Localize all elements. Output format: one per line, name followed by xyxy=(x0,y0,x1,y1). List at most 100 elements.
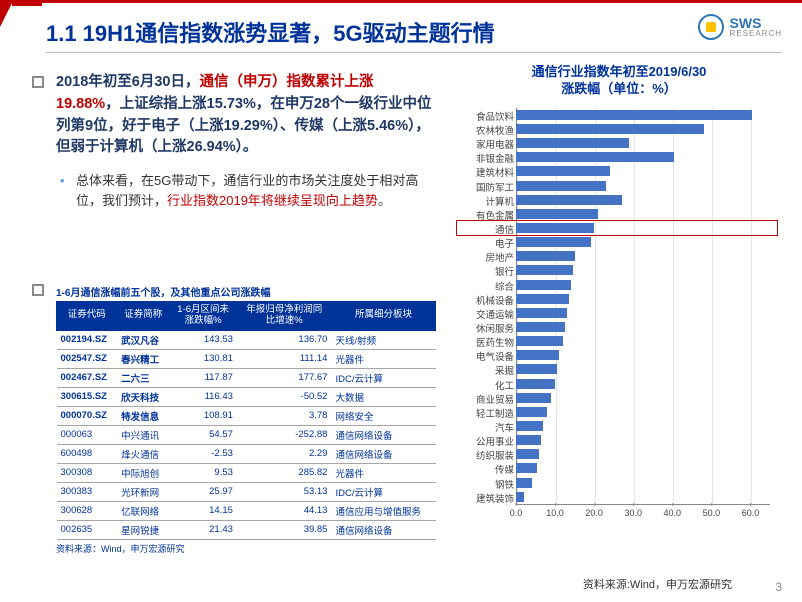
table-header: 所属细分板块 xyxy=(331,302,435,331)
bar xyxy=(516,478,532,488)
bar xyxy=(516,209,598,219)
table-header: 证券简称 xyxy=(117,302,169,331)
table-title: 1-6月通信涨幅前五个股，及其他重点公司涨跌幅 xyxy=(56,284,442,299)
table-cell: 25.97 xyxy=(169,482,237,501)
page-number: 3 xyxy=(775,580,782,594)
chart-title-l2: 涨跌幅（单位：%） xyxy=(561,81,677,96)
para-text-a: 2018年初至6月30日， xyxy=(56,74,199,90)
bar xyxy=(516,308,567,318)
table-cell: 2.29 xyxy=(237,444,332,463)
x-tick: 10.0 xyxy=(546,508,564,518)
bar-label: 公用事业 xyxy=(454,434,514,448)
bar xyxy=(516,294,569,304)
bar xyxy=(516,237,591,247)
bar-label: 纺织服装 xyxy=(454,448,514,462)
table-cell: 600498 xyxy=(57,444,118,463)
bar-label: 建筑材料 xyxy=(454,165,514,179)
chart-source: 资料来源:Wind，申万宏源研究 xyxy=(583,576,732,592)
table-cell: 光器件 xyxy=(331,349,435,368)
x-axis-line xyxy=(516,504,770,505)
table-cell: 14.15 xyxy=(169,501,237,520)
x-axis: 0.010.020.030.040.050.060.0 xyxy=(516,506,770,524)
table-cell: 116.43 xyxy=(169,387,237,406)
table-cell: 光环新网 xyxy=(117,482,169,501)
right-column: 通信行业指数年初至2019/6/30 涨跌幅（单位：%） 食品饮料农林牧渔家用电… xyxy=(454,64,784,536)
logo-icon xyxy=(698,14,724,40)
header-accent-2 xyxy=(12,3,42,6)
bar xyxy=(516,336,563,346)
x-tick: 0.0 xyxy=(510,508,523,518)
para-text-c: ，上证综指上涨15.73%，在申万28个一级行业中位列第9位，好于电子（上涨19… xyxy=(56,96,432,156)
table-cell: 54.57 xyxy=(169,425,237,444)
table-cell: 中际旭创 xyxy=(117,463,169,482)
bar xyxy=(516,124,704,134)
bar xyxy=(516,322,565,332)
x-tick: 50.0 xyxy=(703,508,721,518)
table-source: 资料来源：Wind，申万宏源研究 xyxy=(56,542,442,555)
table-cell: 130.81 xyxy=(169,349,237,368)
table-cell: 002547.SZ xyxy=(57,349,118,368)
table-row: 600498烽火通信-2.532.29通信网络设备 xyxy=(57,444,436,463)
bar xyxy=(516,350,559,360)
bullet-icon xyxy=(32,76,44,88)
sub-paragraph: 总体来看，在5G带动下，通信行业的市场关注度处于相对高位，我们预计，行业指数20… xyxy=(76,171,432,210)
bar xyxy=(516,265,573,275)
bar xyxy=(516,166,610,176)
gridline xyxy=(751,108,752,504)
table-cell: 欣天科技 xyxy=(117,387,169,406)
table-cell: 000063 xyxy=(57,425,118,444)
bar-label: 非银金融 xyxy=(454,151,514,165)
bar-label: 采掘 xyxy=(454,363,514,377)
bullet-icon xyxy=(32,284,44,296)
bar-label: 银行 xyxy=(454,264,514,278)
bar-label: 房地产 xyxy=(454,250,514,264)
top-border xyxy=(0,0,802,3)
bar-label: 计算机 xyxy=(454,194,514,208)
table-cell: 通信网络设备 xyxy=(331,520,435,539)
bar-label: 国防军工 xyxy=(454,180,514,194)
table-row: 000063中兴通讯54.57-252.88通信网络设备 xyxy=(57,425,436,444)
bar xyxy=(516,181,606,191)
table-row: 300628亿联网络14.1544.13通信应用与增值服务 xyxy=(57,501,436,520)
table-cell: 300628 xyxy=(57,501,118,520)
bar-label: 休闲服务 xyxy=(454,321,514,335)
bar-label: 家用电器 xyxy=(454,137,514,151)
bar-label: 通信 xyxy=(454,222,514,236)
bar-label: 医药生物 xyxy=(454,335,514,349)
table-header: 证券代码 xyxy=(57,302,118,331)
bar xyxy=(516,110,752,120)
table-cell: 44.13 xyxy=(237,501,332,520)
x-tick: 20.0 xyxy=(585,508,603,518)
bar xyxy=(516,421,543,431)
table-cell: 3.78 xyxy=(237,406,332,425)
table-cell: -252.88 xyxy=(237,425,332,444)
table-cell: 天线/射频 xyxy=(331,330,435,349)
table-cell: 000070.SZ xyxy=(57,406,118,425)
bar-label: 机械设备 xyxy=(454,293,514,307)
main-paragraph: 2018年初至6月30日，通信（申万）指数累计上涨19.88%，上证综指上涨15… xyxy=(56,72,432,159)
bar xyxy=(516,492,524,502)
bar-label: 钢铁 xyxy=(454,477,514,491)
table-cell: 特发信息 xyxy=(117,406,169,425)
table-cell: 285.82 xyxy=(237,463,332,482)
table-cell: 53.13 xyxy=(237,482,332,501)
table-row: 002194.SZ武汉凡谷143.53136.70天线/射频 xyxy=(57,330,436,349)
bar xyxy=(516,251,575,261)
header-accent xyxy=(0,3,12,27)
bar-label: 轻工制造 xyxy=(454,406,514,420)
logo: SWS RESEARCH xyxy=(698,14,782,40)
gridline xyxy=(673,108,674,504)
table-cell: 通信网络设备 xyxy=(331,425,435,444)
bar xyxy=(516,138,629,148)
bar xyxy=(516,195,622,205)
bar-label: 有色金属 xyxy=(454,208,514,222)
table-row: 002467.SZ二六三117.87177.67IDC/云计算 xyxy=(57,368,436,387)
stock-table: 证券代码证券简称1-6月区间未涨跌幅%年报归母净利润同比增速%所属细分板块 00… xyxy=(56,301,436,540)
bar xyxy=(516,393,551,403)
sub-highlight: 行业指数2019年将继续呈现向上趋势 xyxy=(167,193,378,208)
title-underline xyxy=(46,52,782,53)
bar-label: 商业贸易 xyxy=(454,392,514,406)
bar-label: 汽车 xyxy=(454,420,514,434)
logo-text-1: SWS xyxy=(730,16,782,30)
chart-title-l1: 通信行业指数年初至2019/6/30 xyxy=(532,64,707,79)
